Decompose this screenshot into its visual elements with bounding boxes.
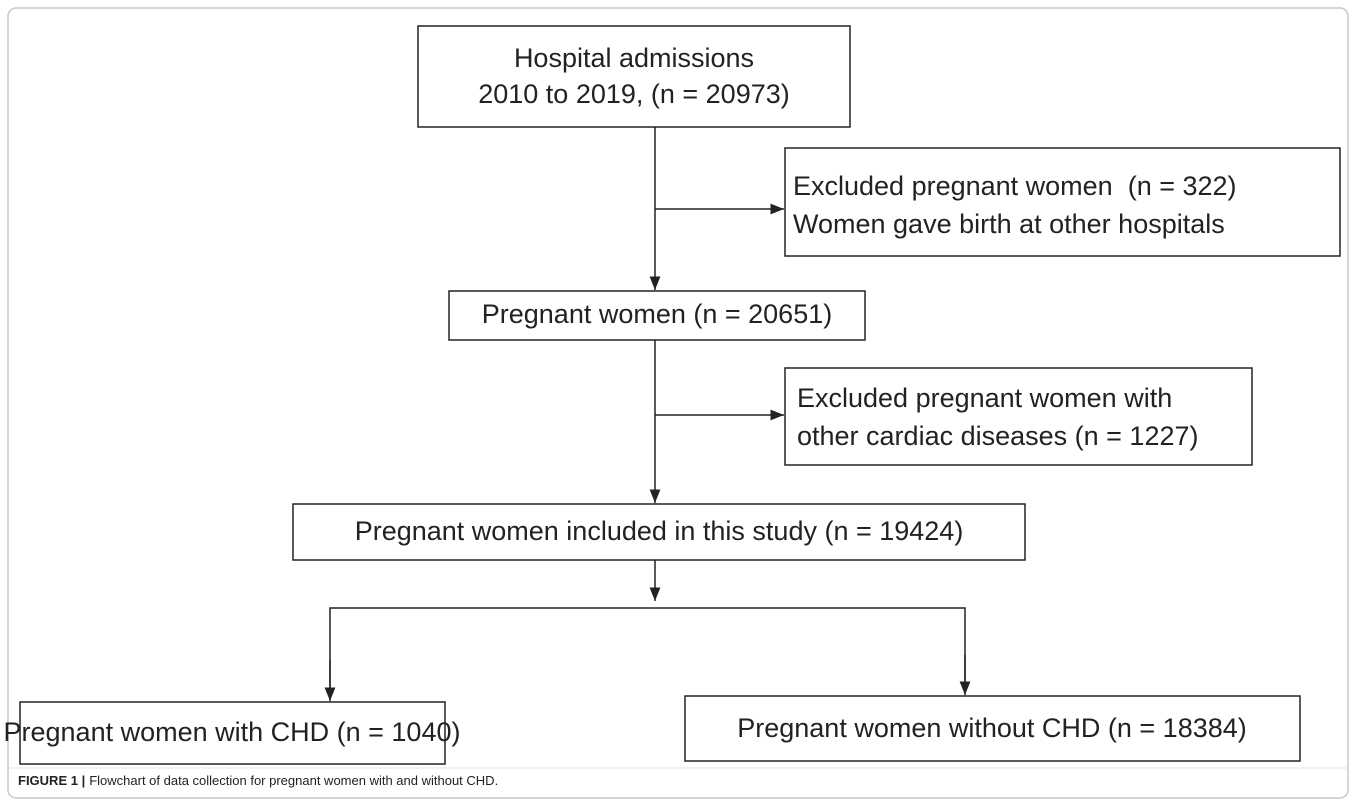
box <box>292 503 1026 561</box>
caption: FIGURE 1 | Flowchart of data collection f… <box>18 773 498 788</box>
box-excluded-2: Excluded pregnant women with other cardi… <box>784 367 1253 466</box>
box-text: Excluded pregnant women (n = 322) <box>793 171 1237 201</box>
box-text: Pregnant women without CHD (n = 18384) <box>737 713 1247 743</box>
box <box>784 367 1253 466</box>
box-text: 2010 to 2019, (n = 20973) <box>478 79 790 109</box>
box-included: Pregnant women included in this study (n… <box>292 503 1026 561</box>
box-text: Hospital admissions <box>514 43 754 73</box>
box-text: Pregnant women with CHD (n = 1040) <box>4 717 461 747</box>
box-text: Pregnant women included in this study (n… <box>355 516 964 546</box>
caption-text: Flowchart of data collection for pregnan… <box>89 773 498 788</box>
box-without-chd: Pregnant women without CHD (n = 18384) <box>684 695 1301 762</box>
box-text: Women gave birth at other hospitals <box>793 209 1225 239</box>
figure-frame <box>7 7 1349 799</box>
box-admissions: Hospital admissions 2010 to 2019, (n = 2… <box>417 25 851 128</box>
connector <box>329 607 966 695</box>
box <box>684 695 1301 762</box>
box-pregnant: Pregnant women (n = 20651) <box>448 290 866 341</box>
box-text: Excluded pregnant women with <box>797 383 1172 413</box>
box-with-chd: Pregnant women with CHD (n = 1040) <box>4 701 461 765</box>
connectors <box>324 127 971 701</box>
caption-label: FIGURE 1 | <box>18 773 85 788</box>
box-text: Pregnant women (n = 20651) <box>482 299 832 329</box>
box <box>417 25 851 128</box>
box <box>784 147 1341 257</box>
box <box>19 701 446 765</box>
box <box>448 290 866 341</box>
box-excluded-1: Excluded pregnant women (n = 322) Women … <box>784 147 1341 257</box>
box-text: other cardiac diseases (n = 1227) <box>797 421 1198 451</box>
